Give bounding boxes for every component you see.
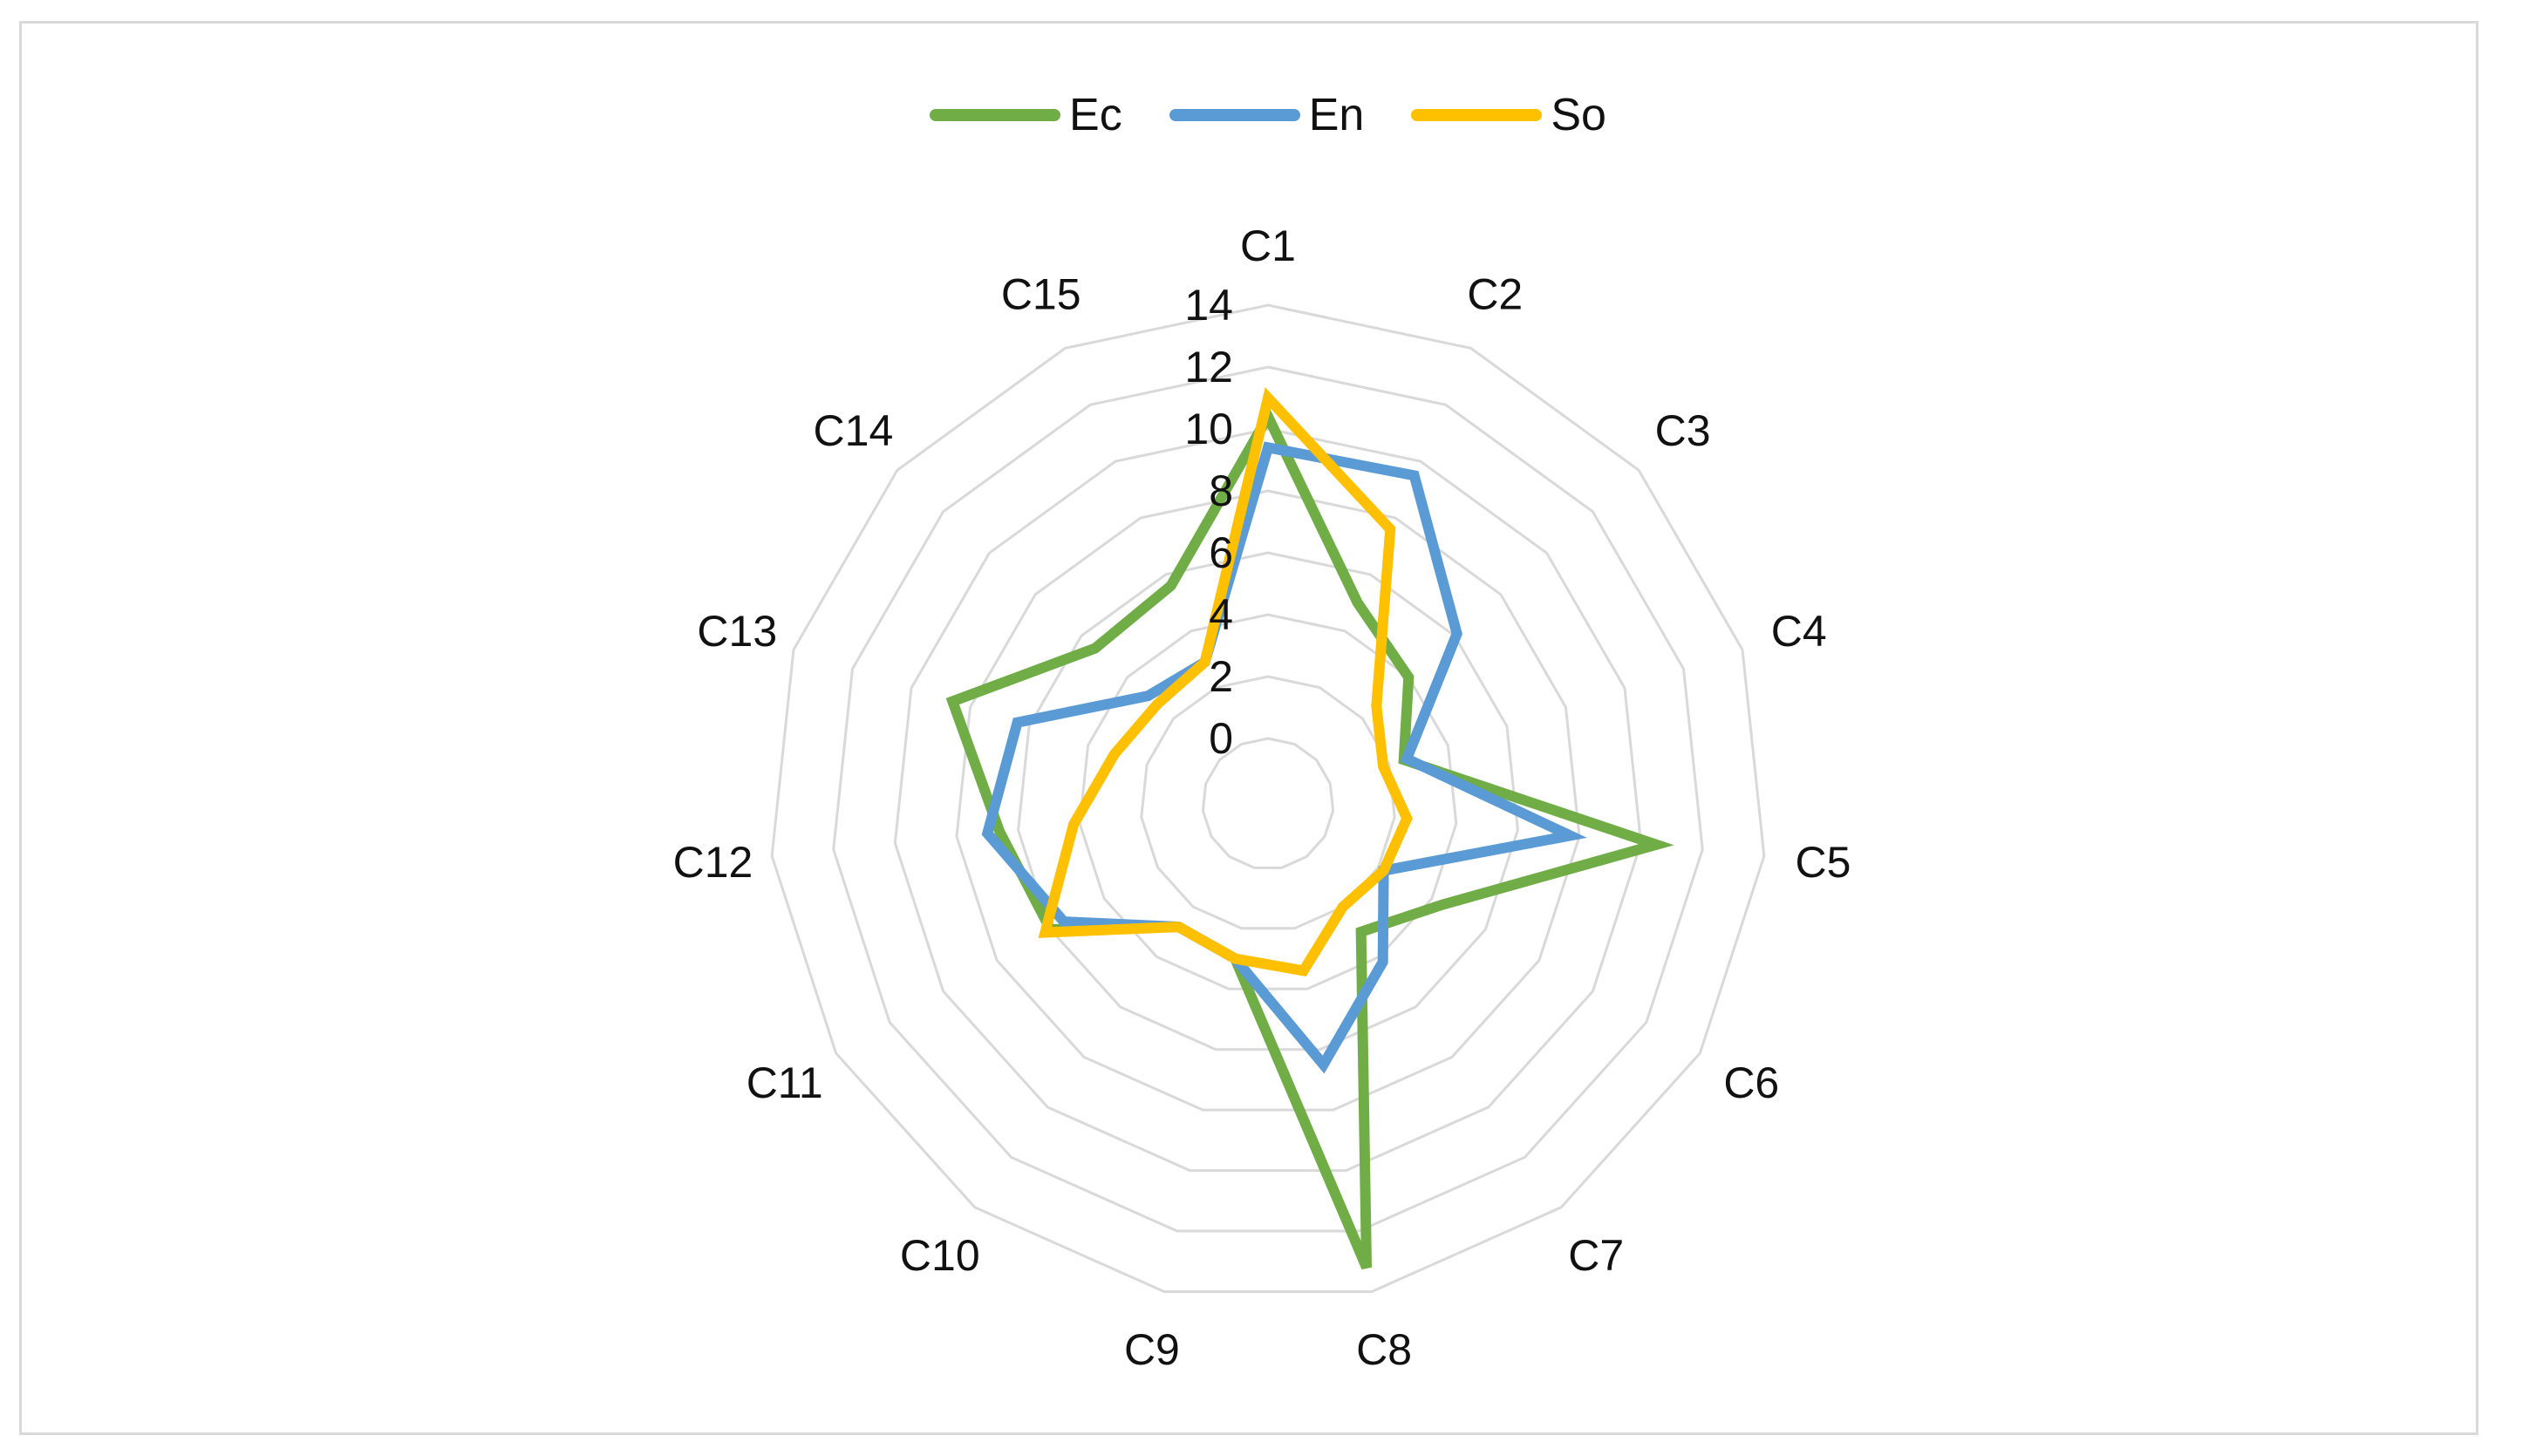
series-layer [945,387,1674,1270]
grid-layer [770,303,1766,1294]
tick-label-6: 6 [1209,528,1233,577]
category-label-c5: C5 [1796,838,1851,887]
category-label-c3: C3 [1655,406,1711,455]
tick-label-10: 10 [1184,405,1233,453]
category-labels: C1 C2 C3 C4 C5 C6 C7 C8 C9 C10 C11 C12 C13 C14 C15 [673,221,1851,1374]
category-label-c14: C14 [814,406,894,455]
grid-ring-12 [832,365,1704,1233]
grid-ring-10 [893,427,1643,1173]
tick-label-2: 2 [1209,652,1233,701]
category-label-c11: C11 [746,1058,823,1107]
legend-swatch-so [1411,109,1543,121]
category-label-c9: C9 [1124,1325,1180,1374]
category-label-c8: C8 [1356,1325,1412,1374]
category-label-c15: C15 [1001,269,1081,318]
category-label-c7: C7 [1568,1231,1624,1280]
series-line-so [1038,387,1413,977]
grid-ring-0 [1201,737,1335,869]
grid-ring-8 [955,489,1581,1112]
legend-label-ec: Ec [1069,90,1122,140]
legend-label-en: En [1308,90,1365,140]
tick-label-4: 4 [1209,590,1233,639]
legend: Ec En So [0,80,2536,150]
legend-swatch-en [1169,109,1300,121]
category-label-c1: C1 [1240,221,1296,270]
category-label-c4: C4 [1771,607,1827,656]
series-line-ec [945,405,1674,1270]
category-label-c2: C2 [1467,269,1523,318]
category-label-c13: C13 [697,607,777,656]
tick-label-12: 12 [1184,343,1233,391]
legend-item-ec: Ec [930,92,1122,138]
chart-frame [19,21,2478,1435]
category-label-c6: C6 [1723,1058,1779,1107]
series-line-en [981,441,1587,1074]
tick-label-14: 14 [1184,281,1233,330]
tick-label-0: 0 [1209,714,1233,763]
category-label-c12: C12 [673,838,753,887]
legend-swatch-ec [930,109,1061,121]
radial-tick-labels: 0 2 4 6 8 10 12 14 [1184,281,1233,763]
category-label-c10: C10 [900,1231,980,1280]
grid-ring-6 [1017,551,1519,1051]
legend-item-so: So [1411,92,1606,138]
grid-ring-14 [770,303,1766,1294]
tick-label-8: 8 [1209,466,1233,515]
legend-label-so: So [1551,90,1606,140]
legend-item-en: En [1169,90,1365,140]
